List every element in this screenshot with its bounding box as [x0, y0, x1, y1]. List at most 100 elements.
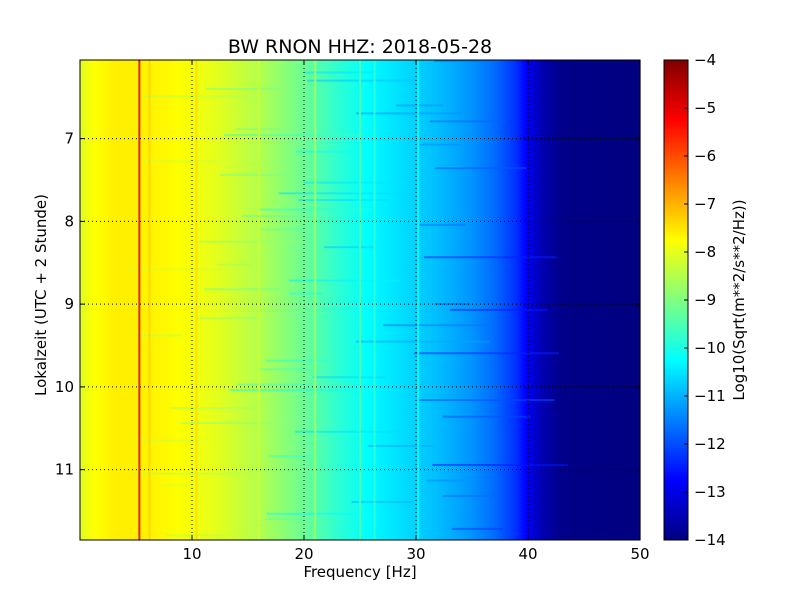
spectral-line [148, 60, 151, 540]
heatmap-column [444, 60, 448, 540]
heatmap-column [402, 60, 406, 540]
heatmap-column [166, 60, 171, 540]
heatmap-column [281, 60, 285, 540]
heatmap-column [178, 60, 182, 540]
heatmap-column [267, 60, 271, 540]
heatmap-column [337, 60, 341, 540]
heatmap-column [332, 60, 336, 540]
heatmap-column [346, 60, 350, 540]
heatmap-column [516, 60, 521, 540]
heatmap-column [390, 60, 395, 540]
heatmap-streak [264, 517, 306, 520]
heatmap-column [435, 60, 439, 540]
heatmap-streak [432, 463, 568, 466]
colorbar-tick-label: −5 [694, 99, 716, 117]
heatmap-streak [165, 534, 223, 537]
y-axis-label: Lokalzeit (UTC + 2 Stunde) [32, 194, 50, 396]
heatmap-column [122, 60, 126, 540]
heatmap-column [180, 60, 185, 540]
heatmap-streak [170, 407, 260, 410]
heatmap-column [278, 60, 283, 540]
heatmap-streak [324, 246, 374, 249]
heatmap-column [595, 60, 599, 540]
heatmap-column [628, 60, 633, 540]
heatmap-column [612, 60, 616, 540]
heatmap-column [374, 60, 378, 540]
heatmap-column [124, 60, 129, 540]
heatmap-column [396, 60, 400, 540]
x-tick-label: 20 [294, 545, 313, 563]
heatmap-column [208, 60, 213, 540]
heatmap-column [530, 60, 535, 540]
heatmap-column [533, 60, 537, 540]
heatmap-column [603, 60, 607, 540]
heatmap-column [564, 60, 568, 540]
heatmap-column [452, 60, 456, 540]
heatmap-streak [435, 167, 527, 170]
heatmap-column [320, 60, 325, 540]
colorbar-tick-label: −13 [694, 483, 726, 501]
heatmap-column [262, 60, 266, 540]
heatmap-column [164, 60, 168, 540]
heatmap-streak [242, 214, 314, 217]
heatmap-column [584, 60, 588, 540]
heatmap-column [376, 60, 381, 540]
heatmap-streak [143, 160, 218, 163]
heatmap-column [578, 60, 582, 540]
heatmap-column [410, 60, 414, 540]
x-tick-label: 30 [406, 545, 425, 563]
heatmap-column [304, 60, 308, 540]
heatmap-streak [295, 150, 377, 153]
heatmap-streak [356, 112, 462, 115]
heatmap-column [572, 60, 577, 540]
heatmap-column [483, 60, 487, 540]
heatmap-column [222, 60, 227, 540]
heatmap-streak [198, 240, 304, 243]
heatmap-column [458, 60, 462, 540]
heatmap-column [474, 60, 479, 540]
heatmap-column [211, 60, 215, 540]
heatmap-column [539, 60, 543, 540]
heatmap-column [110, 60, 115, 540]
heatmap-streak [266, 512, 376, 515]
heatmap-column [547, 60, 551, 540]
heatmap-streak [135, 334, 182, 337]
spectral-line [138, 60, 141, 540]
heatmap-streak [383, 324, 496, 327]
x-tick-label: 10 [182, 545, 201, 563]
heatmap-column [553, 60, 557, 540]
heatmap-column [606, 60, 610, 540]
colorbar-tick-label: −8 [694, 243, 716, 261]
heatmap-column [469, 60, 473, 540]
heatmap-column [472, 60, 476, 540]
heatmap-column [379, 60, 383, 540]
heatmap-streak [295, 430, 414, 433]
heatmap-streak [289, 292, 324, 295]
heatmap-column [220, 60, 224, 540]
x-axis: 10 20 30 40 50 [182, 60, 650, 563]
heatmap-streak [265, 359, 328, 362]
heatmap-streak [442, 494, 498, 497]
heatmap-streak [355, 340, 490, 343]
heatmap-column [203, 60, 207, 540]
heatmap-column [99, 60, 103, 540]
heatmap-column [477, 60, 481, 540]
heatmap-column [253, 60, 257, 540]
heatmap-column [234, 60, 238, 540]
heatmap-column [460, 60, 465, 540]
heatmap-streak [269, 455, 312, 458]
heatmap-column [567, 60, 571, 540]
heatmap-streak [180, 422, 289, 425]
heatmap-column [407, 60, 411, 540]
heatmap-streak [217, 263, 253, 266]
heatmap-column [508, 60, 512, 540]
spectral-line [417, 60, 420, 540]
heatmap-column [637, 60, 641, 540]
heatmap-column [301, 60, 305, 540]
heatmap-streak [289, 279, 400, 282]
heatmap-column [102, 60, 106, 540]
heatmap-column [214, 60, 218, 540]
heatmap-streak [430, 120, 506, 123]
heatmap-column [362, 60, 367, 540]
heatmap-column [609, 60, 613, 540]
